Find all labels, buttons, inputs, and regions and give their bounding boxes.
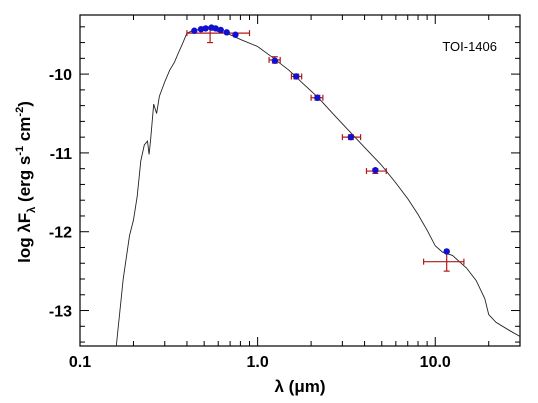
y-tick-label-2: -12 — [49, 225, 72, 242]
photometry-point-13 — [443, 248, 450, 255]
photometry-point-12 — [372, 167, 379, 174]
x-tick-label-2: 10.0 — [420, 354, 451, 371]
x-tick-label-1: 1.0 — [247, 354, 269, 371]
photometry-point-9 — [293, 73, 300, 80]
y-axis-title-unit-open: (erg s — [15, 156, 34, 207]
errorbar-layer — [186, 27, 465, 272]
y-tick-label-0: -10 — [49, 67, 72, 84]
photometry-point-0 — [191, 27, 198, 34]
x-tick-label-0: 0.1 — [69, 354, 91, 371]
model-sed-curve — [115, 27, 521, 347]
model-layer — [115, 27, 521, 347]
photometry-point-7 — [232, 31, 239, 38]
photometry-point-5 — [217, 26, 224, 34]
x-axis-title-unit: μm — [294, 377, 320, 396]
errorbar-6 — [423, 251, 465, 272]
plot-frame — [79, 14, 521, 347]
photometry-point-11 — [347, 133, 355, 141]
y-axis-title: log λFλ (erg s-1 cm-2) — [14, 101, 38, 263]
photometry-point-8 — [271, 57, 279, 64]
y-axis: -10 -11 -12 -13 — [49, 26, 520, 343]
y-tick-label-3: -13 — [49, 304, 72, 321]
y-axis-title-unit-close: ) — [15, 101, 34, 107]
photometry-point-10 — [314, 94, 321, 101]
annotation-label: TOI-1406 — [442, 39, 497, 54]
photometry-point-4 — [212, 25, 219, 32]
y-axis-title-main: log λF — [15, 213, 34, 263]
x-axis-title: λ (μm) — [274, 377, 325, 396]
y-axis-title-unit-mid: cm — [15, 117, 34, 146]
photometry-layer — [191, 24, 450, 255]
photometry-point-2 — [202, 25, 209, 32]
x-axis-title-symbol: λ — [274, 377, 284, 396]
y-axis-title-sup2: -2 — [14, 107, 26, 117]
y-tick-label-1: -11 — [50, 146, 72, 163]
y-axis-title-sup1: -1 — [14, 146, 26, 156]
x-axis: 0.1 1.0 10.0 — [69, 15, 521, 371]
photometry-point-6 — [223, 29, 230, 36]
y-axis-title-sub: λ — [26, 207, 38, 213]
